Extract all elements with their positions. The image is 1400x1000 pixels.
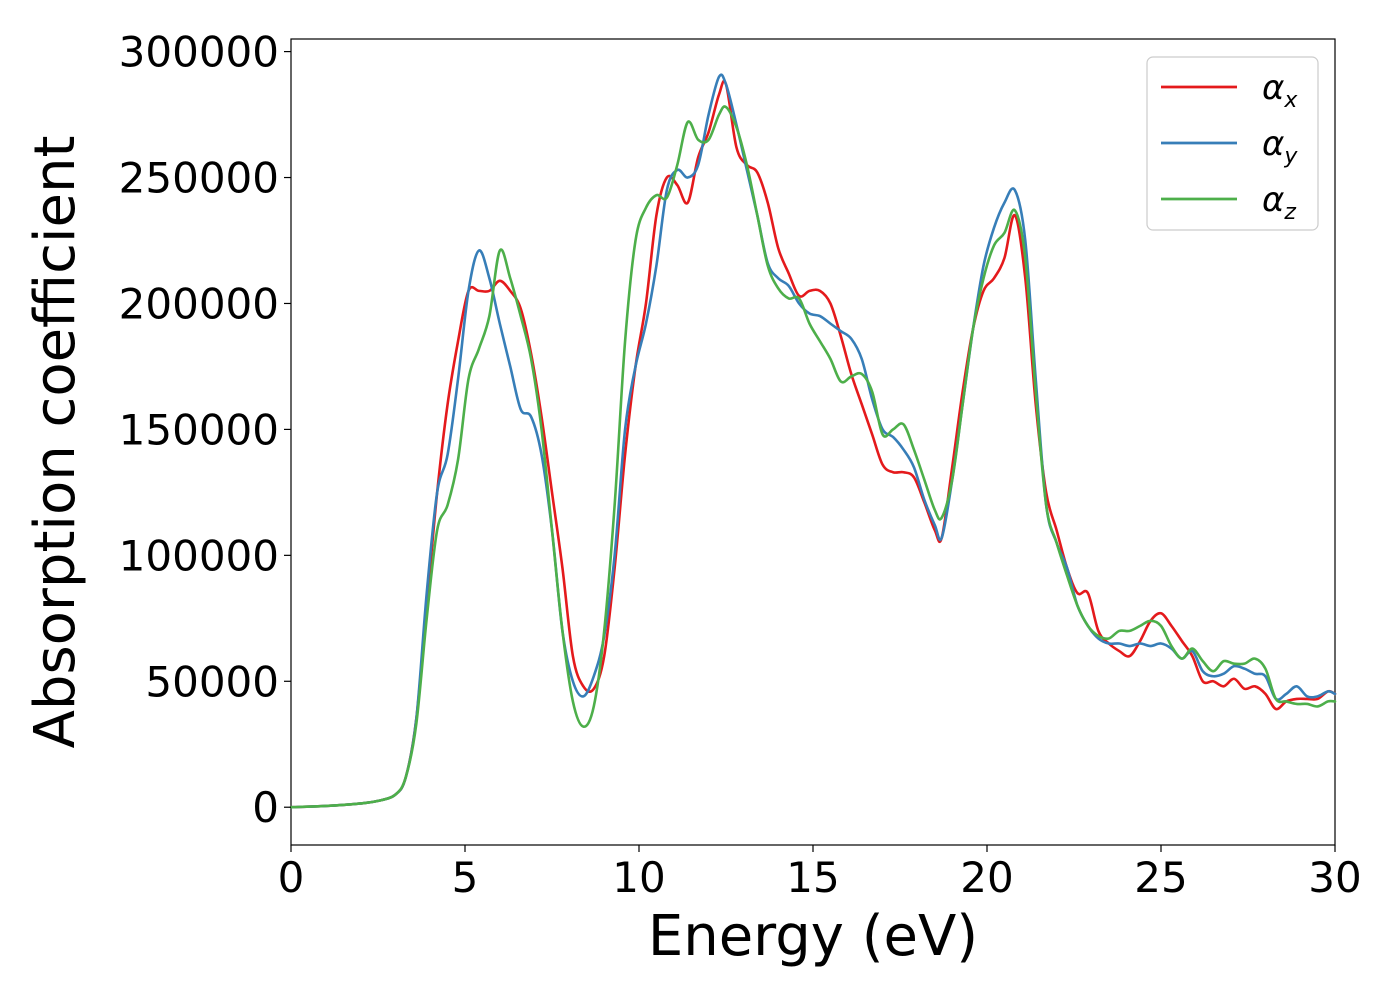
y-tick-label: 50000 — [145, 657, 279, 706]
y-axis-ticks: 0 50000 100000 150000 200000 250000 300000 — [119, 28, 291, 832]
y-tick-label: 200000 — [119, 279, 279, 328]
series-line-alpha-z — [289, 105, 1337, 809]
legend-label-symbol: α — [1262, 68, 1284, 108]
y-axis-title: Absorption coefficient — [23, 136, 88, 749]
series-line-alpha-y — [289, 73, 1337, 809]
legend-label-symbol: α — [1262, 124, 1284, 164]
legend-label-alpha-z: αz — [1262, 180, 1296, 225]
x-tick-label: 20 — [960, 853, 1013, 902]
x-axis-ticks: 0 5 10 15 20 25 30 — [278, 845, 1362, 902]
x-tick-label: 0 — [278, 853, 305, 902]
y-tick-label: 100000 — [119, 531, 279, 580]
legend-label-subscript: y — [1283, 144, 1298, 169]
x-tick-label: 15 — [786, 853, 839, 902]
x-tick-label: 5 — [452, 853, 479, 902]
y-tick-label: 0 — [252, 783, 279, 832]
x-tick-label: 10 — [612, 853, 665, 902]
x-axis-title: Energy (eV) — [648, 904, 978, 969]
x-tick-label: 30 — [1308, 853, 1361, 902]
legend-label-subscript: x — [1283, 88, 1298, 113]
legend-label-alpha-y: αy — [1262, 124, 1298, 169]
y-tick-label: 300000 — [119, 28, 279, 77]
y-tick-label: 250000 — [119, 154, 279, 203]
y-tick-label: 150000 — [119, 405, 279, 454]
legend-label-alpha-x: αx — [1262, 68, 1298, 113]
series-layer — [289, 73, 1337, 809]
x-tick-label: 25 — [1134, 853, 1187, 902]
legend-label-subscript: z — [1283, 200, 1296, 225]
legend-label-symbol: α — [1262, 180, 1284, 220]
